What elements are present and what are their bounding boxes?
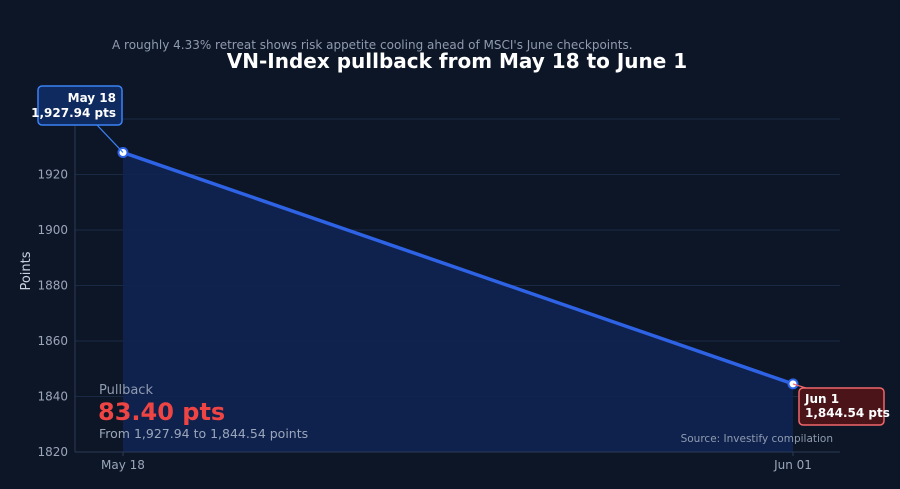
area-fill-layer: [123, 152, 793, 453]
start-annotation-connector: [96, 124, 124, 153]
pullback-value: 83.40 pts: [98, 398, 225, 426]
end-annotation-box: [798, 387, 885, 426]
y-tick-label: 1840: [37, 390, 68, 404]
series-layer: [117, 146, 799, 390]
x-tick-labels: May 18 Jun 01: [101, 452, 812, 472]
start-annotation-date: May 18: [68, 91, 116, 105]
y-axis-title: Points: [19, 251, 34, 290]
series-line: [121, 150, 795, 386]
chart-subtitle: A roughly 4.33% retreat shows risk appet…: [112, 38, 633, 52]
pullback-label: Pullback: [99, 383, 153, 398]
y-tick-label: 1880: [37, 279, 68, 293]
start-annotation-box: [37, 85, 123, 126]
y-tick-labels: 1820 1840 1860 1880 1900 1920: [37, 168, 68, 460]
end-annotation-date: Jun 1: [804, 392, 839, 406]
x-tick-label: Jun 01: [773, 458, 812, 472]
axes: [74, 100, 840, 453]
x-tick-label: May 18: [101, 458, 145, 472]
series-area-fill: [123, 152, 793, 453]
y-tick-label: 1820: [37, 445, 68, 459]
start-annotation-value: 1,927.94 pts: [31, 106, 116, 120]
y-tick-label: 1920: [37, 168, 68, 182]
chart-title: VN-Index pullback from May 18 to June 1: [227, 49, 687, 73]
end-annotation-value: 1,844.54 pts: [805, 406, 890, 420]
y-tick-label: 1860: [37, 334, 68, 348]
y-tick-label: 1900: [37, 223, 68, 237]
pullback-detail: From 1,927.94 to 1,844.54 points: [99, 426, 308, 441]
source-note: Source: Investify compilation: [681, 433, 833, 445]
